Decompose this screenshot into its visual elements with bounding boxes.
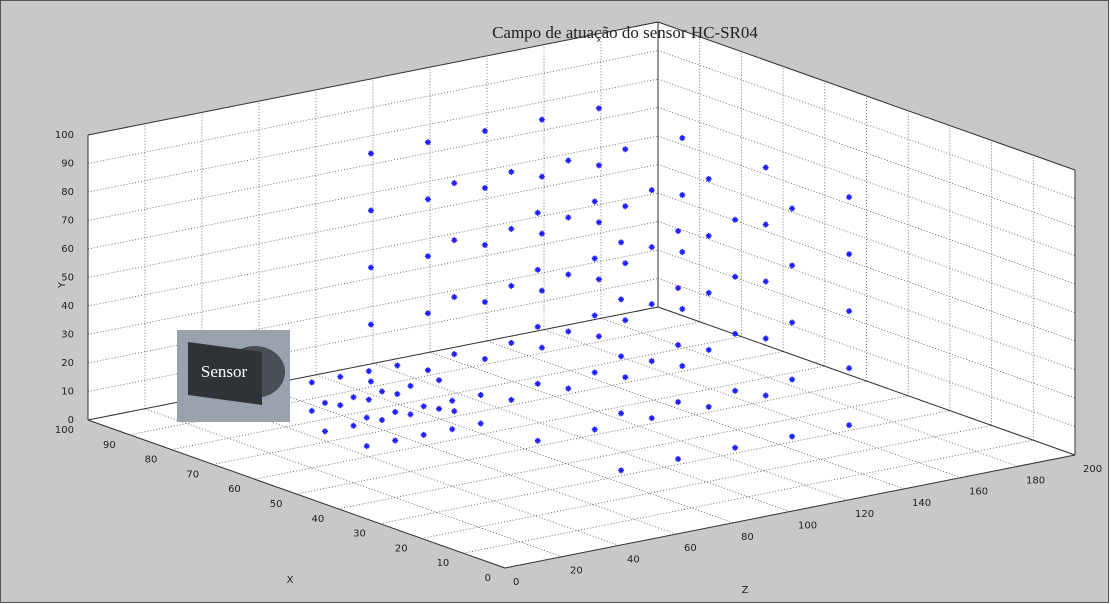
z-tick-label: 60 — [684, 543, 697, 554]
z-tick-label: 200 — [1083, 464, 1102, 475]
x-tick-label: 20 — [395, 543, 408, 554]
x-tick-label: 70 — [186, 469, 199, 480]
x-tick-label: 30 — [353, 529, 366, 540]
z-tick-label: 80 — [741, 532, 754, 543]
y-tick-label: 100 — [55, 130, 74, 141]
y-tick-label: 40 — [61, 301, 74, 312]
x-tick-label: 60 — [228, 484, 241, 495]
x-tick-label: 80 — [145, 455, 158, 466]
x-axis-label: X — [287, 575, 294, 586]
z-tick-label: 140 — [912, 498, 931, 509]
x-tick-label: 50 — [270, 499, 283, 510]
y-tick-label: 80 — [61, 187, 74, 198]
y-tick-label: 50 — [61, 273, 74, 284]
z-axis-label: Z — [742, 585, 749, 596]
z-tick-label: 40 — [627, 554, 640, 565]
x-tick-label: 90 — [103, 440, 116, 451]
y-tick-label: 70 — [61, 216, 74, 227]
sensor-image: Sensor — [177, 330, 290, 422]
z-tick-label: 20 — [570, 566, 583, 577]
y-tick-label: 60 — [61, 244, 74, 255]
chart: Campo de atuação do sensor HC-SR04 X Z Y… — [0, 0, 1111, 604]
z-tick-label: 180 — [1026, 475, 1045, 486]
y-tick-label: 30 — [61, 330, 74, 341]
sensor-label: Sensor — [201, 362, 248, 381]
y-tick-label: 20 — [61, 358, 74, 369]
z-tick-label: 0 — [513, 577, 519, 588]
x-tick-label: 100 — [55, 425, 74, 436]
chart-title: Campo de atuação do sensor HC-SR04 — [492, 23, 758, 42]
x-tick-label: 10 — [437, 558, 450, 569]
z-tick-label: 120 — [855, 509, 874, 520]
x-tick-label: 40 — [311, 514, 324, 525]
z-tick-label: 100 — [798, 521, 817, 532]
y-tick-label: 90 — [61, 159, 74, 170]
x-tick-label: 0 — [485, 573, 491, 584]
z-tick-label: 160 — [969, 487, 988, 498]
y-tick-label: 10 — [61, 387, 74, 398]
